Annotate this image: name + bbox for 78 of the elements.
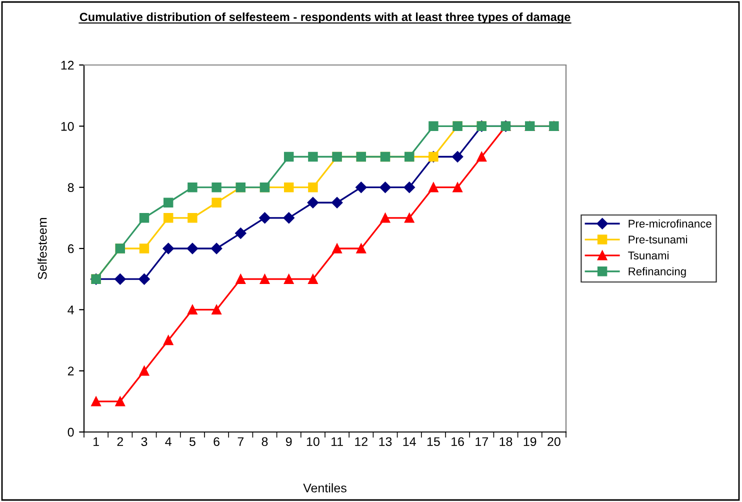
x-tick-label: 16 (452, 437, 464, 446)
point (308, 152, 318, 162)
point (476, 152, 487, 162)
point (188, 304, 198, 315)
point (186, 242, 198, 254)
x-tick-label: 20 (548, 437, 560, 446)
x-tick-label: 4 (165, 437, 172, 446)
chart-title: Cumulative distribution of selfesteem - respondents with at least three types of damage (80, 12, 570, 24)
point (163, 335, 174, 346)
point (188, 213, 198, 223)
point (428, 182, 438, 192)
point (212, 198, 222, 208)
point (284, 152, 294, 162)
y-tick-label: 12 (61, 60, 74, 70)
point (331, 197, 343, 208)
point (380, 182, 391, 193)
point (284, 274, 294, 284)
point (332, 244, 342, 254)
x-tick-label: 9 (286, 437, 292, 446)
x-tick-label: 10 (306, 437, 320, 446)
x-tick-label: 12 (355, 437, 368, 446)
point (356, 244, 366, 254)
point (428, 121, 438, 132)
x-tick-label: 14 (403, 437, 416, 446)
x-tick-label: 5 (189, 437, 196, 446)
point (91, 396, 101, 406)
x-tick-label: 19 (524, 437, 536, 446)
point (284, 182, 294, 192)
point (404, 213, 414, 223)
y-tick-label: 2 (68, 366, 74, 376)
point (452, 151, 464, 162)
x-tick-label: 2 (117, 437, 123, 446)
point (308, 182, 318, 192)
x-tick-label: 1 (94, 437, 99, 446)
point (404, 182, 415, 193)
x-tick-label: 7 (238, 437, 244, 446)
point (163, 213, 174, 223)
y-tick-label: 4 (68, 306, 74, 314)
point (259, 212, 270, 224)
point (260, 274, 270, 284)
y-tick-label: 0 (68, 428, 74, 437)
legend-label: Pre-tsunami (628, 235, 688, 244)
point (115, 396, 126, 406)
point (139, 244, 150, 254)
point (356, 182, 367, 193)
y-tick-label: 6 (68, 244, 74, 254)
point (308, 274, 318, 284)
point (114, 273, 126, 285)
point (138, 273, 150, 285)
y-tick-label: 8 (68, 183, 74, 192)
point (283, 212, 294, 224)
x-tick-label: 8 (262, 437, 268, 446)
point (188, 182, 198, 192)
point (235, 228, 246, 239)
legend-label: Tsunami (628, 251, 668, 260)
point (212, 304, 222, 315)
x-tick-label: 3 (141, 437, 148, 446)
point (212, 182, 222, 192)
point (380, 213, 390, 223)
x-tick-label: 11 (332, 437, 343, 446)
point (307, 197, 319, 208)
x-tick-label: 6 (214, 437, 220, 446)
x-tick-label: 18 (500, 437, 512, 446)
point (163, 198, 174, 208)
legend-label: Pre-microfinance (628, 219, 712, 228)
x-tick-label: 17 (476, 437, 488, 446)
point (236, 274, 246, 284)
x-tick-label: 15 (427, 437, 440, 446)
x-axis-title: Ventiles (303, 483, 346, 492)
y-tick-label: 10 (61, 122, 74, 131)
point (452, 182, 462, 192)
point (139, 213, 150, 223)
point (162, 242, 174, 254)
x-tick-label: 13 (379, 437, 392, 446)
y-axis-title: Selfesteem (38, 218, 47, 280)
point (139, 366, 150, 376)
point (210, 242, 222, 254)
legend-label: Refinancing (628, 267, 686, 278)
